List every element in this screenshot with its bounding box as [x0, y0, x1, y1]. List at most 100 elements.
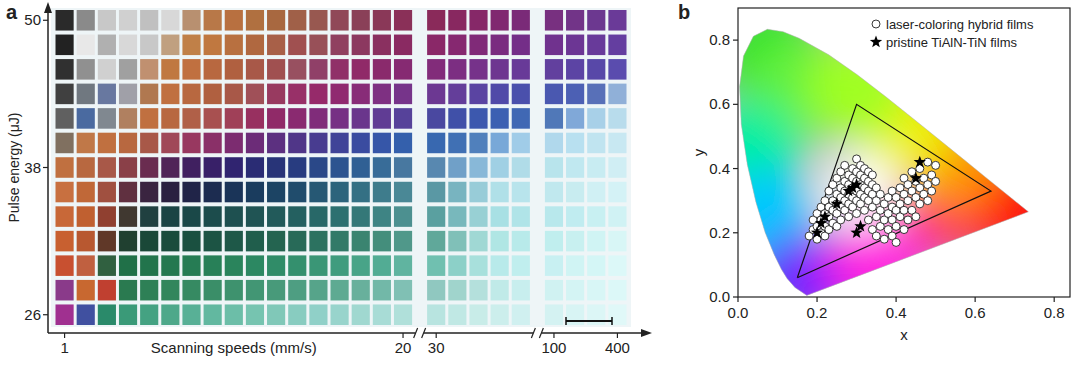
color-cell [394, 35, 412, 56]
color-cell [140, 35, 158, 56]
color-cell [545, 304, 563, 325]
legend: laser-coloring hybrid filmspristine TiAl… [870, 17, 1034, 50]
x-tick [617, 333, 618, 338]
color-cell [427, 304, 445, 325]
x-axis-label: Scanning speeds (mm/s) [151, 339, 317, 356]
point [904, 216, 912, 224]
plot-frame [738, 8, 1070, 297]
color-cell [394, 206, 412, 227]
color-cell [246, 133, 264, 154]
color-cell [587, 133, 605, 154]
color-cell [161, 35, 179, 56]
color-cell [225, 59, 243, 80]
color-cell [56, 59, 74, 80]
color-cell [204, 84, 222, 105]
color-cell [394, 280, 412, 301]
point [853, 210, 861, 218]
y-tick-label: 0.6 [709, 95, 730, 112]
color-cell [587, 280, 605, 301]
color-cell [608, 133, 626, 154]
color-cell [352, 35, 370, 56]
color-cell [587, 157, 605, 178]
color-cell [267, 255, 285, 276]
color-cell [373, 84, 391, 105]
color-cell [119, 231, 137, 252]
y-tick-label: 0.2 [709, 224, 730, 241]
color-cell [204, 157, 222, 178]
point [908, 168, 916, 176]
color-cell [566, 157, 584, 178]
color-cell [469, 84, 487, 105]
color-cell [119, 280, 137, 301]
color-cell [566, 255, 584, 276]
color-cell [448, 304, 466, 325]
color-cell [56, 10, 74, 31]
color-cell [331, 84, 349, 105]
color-cell [204, 280, 222, 301]
color-cell [288, 206, 306, 227]
color-cell [352, 84, 370, 105]
color-cell [512, 231, 530, 252]
color-cell [56, 133, 74, 154]
point [900, 206, 908, 214]
color-cell [246, 304, 264, 325]
color-cell [182, 84, 200, 105]
point [876, 190, 884, 198]
x-tick [402, 333, 403, 338]
color-cell [246, 59, 264, 80]
color-cell [309, 35, 327, 56]
color-cell [427, 84, 445, 105]
color-cell [267, 10, 285, 31]
color-cell [182, 182, 200, 203]
color-cell [246, 231, 264, 252]
color-cell [246, 157, 264, 178]
color-cell [225, 280, 243, 301]
star-point [910, 172, 922, 184]
color-cell [352, 133, 370, 154]
point [860, 206, 868, 214]
color-cell [161, 206, 179, 227]
color-cell [373, 231, 391, 252]
color-cell [469, 206, 487, 227]
color-cell [587, 59, 605, 80]
color-cell [56, 280, 74, 301]
star-point [870, 36, 882, 48]
color-cell [512, 206, 530, 227]
color-cell [204, 182, 222, 203]
y-tick [733, 104, 738, 105]
color-cell [545, 280, 563, 301]
color-cell [608, 206, 626, 227]
panel-label: b [678, 1, 690, 23]
color-cell [394, 10, 412, 31]
color-cell [288, 280, 306, 301]
color-cell [394, 231, 412, 252]
color-cell [140, 59, 158, 80]
y-axis-label: y [690, 148, 707, 156]
legend-label: pristine TiAlN-TiN films [886, 35, 1017, 50]
color-cell [331, 304, 349, 325]
axis-break [414, 328, 418, 338]
color-cell [566, 108, 584, 129]
color-cell [56, 108, 74, 129]
color-cell [566, 231, 584, 252]
color-cell [119, 182, 137, 203]
color-cell [469, 133, 487, 154]
color-cell [225, 133, 243, 154]
star-point [811, 226, 823, 238]
color-cell [512, 280, 530, 301]
color-cell [267, 304, 285, 325]
color-cell [427, 255, 445, 276]
color-cell [77, 255, 95, 276]
color-cell [469, 304, 487, 325]
color-cell [331, 59, 349, 80]
color-cell [448, 206, 466, 227]
color-cell [373, 157, 391, 178]
color-cell [204, 35, 222, 56]
color-cell [267, 231, 285, 252]
locus-colors [738, 8, 1065, 297]
color-cell [98, 231, 116, 252]
color-cell [448, 10, 466, 31]
locus-color-blob [807, 38, 907, 138]
color-cell [512, 84, 530, 105]
color-cell [608, 59, 626, 80]
